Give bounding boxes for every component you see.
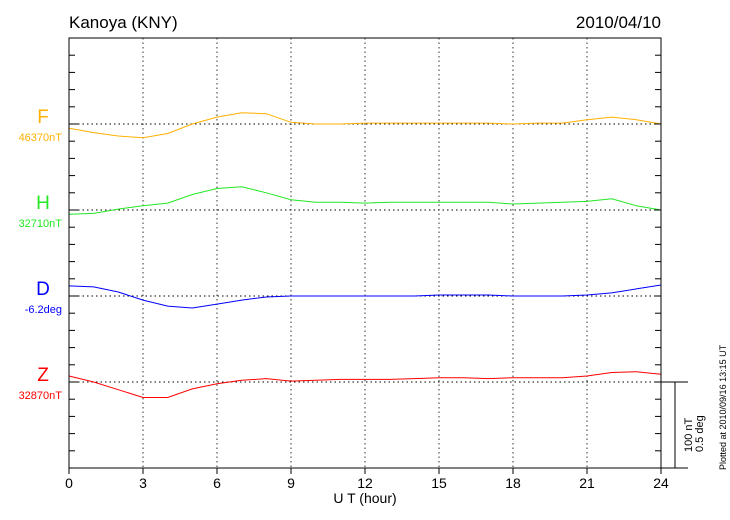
series-line-h (68, 186, 662, 215)
series-name-f: F (37, 107, 49, 128)
x-tick-label: 12 (357, 475, 373, 491)
axes: 0 3 6 9 12 15 18 21 24 (65, 37, 688, 491)
series-line-f (68, 112, 662, 139)
x-tick-label: 18 (505, 475, 521, 491)
chart-title: Kanoya (KNY) (69, 13, 178, 32)
x-tick-label: 15 (431, 475, 447, 491)
x-tick-label: 6 (213, 475, 221, 491)
series-name-h: H (36, 193, 50, 214)
x-tick-label: 0 (65, 475, 73, 491)
scale-bar-deg-label: 0.5 deg (694, 415, 706, 452)
grid (69, 38, 661, 468)
x-tick-label: 21 (579, 475, 595, 491)
series-line-d (68, 284, 662, 309)
scale-bar-nt-label: 100 nT (683, 417, 695, 452)
x-tick-label: 24 (653, 475, 669, 491)
series-baseline-d: -6.2deg (25, 304, 62, 316)
plot-frame (68, 37, 662, 469)
series-name-z: Z (37, 365, 49, 386)
series-labels: F 46370nT H 32710nT D -6.2deg Z 32870nT (19, 107, 63, 402)
series-name-d: D (36, 279, 50, 300)
x-axis-label: U T (hour) (333, 490, 396, 506)
x-tick-label: 3 (139, 475, 147, 491)
series-baseline-z: 32870nT (19, 390, 63, 402)
chart-date: 2010/04/10 (576, 13, 661, 32)
series-line-z (68, 371, 662, 398)
series-baseline-h: 32710nT (19, 218, 63, 230)
series-baseline-f: 46370nT (19, 132, 63, 144)
series-group (68, 112, 662, 398)
x-tick-label: 9 (287, 475, 295, 491)
plotted-at-footer: Plotted at 2010/09/16 13:15 UT (718, 344, 728, 470)
